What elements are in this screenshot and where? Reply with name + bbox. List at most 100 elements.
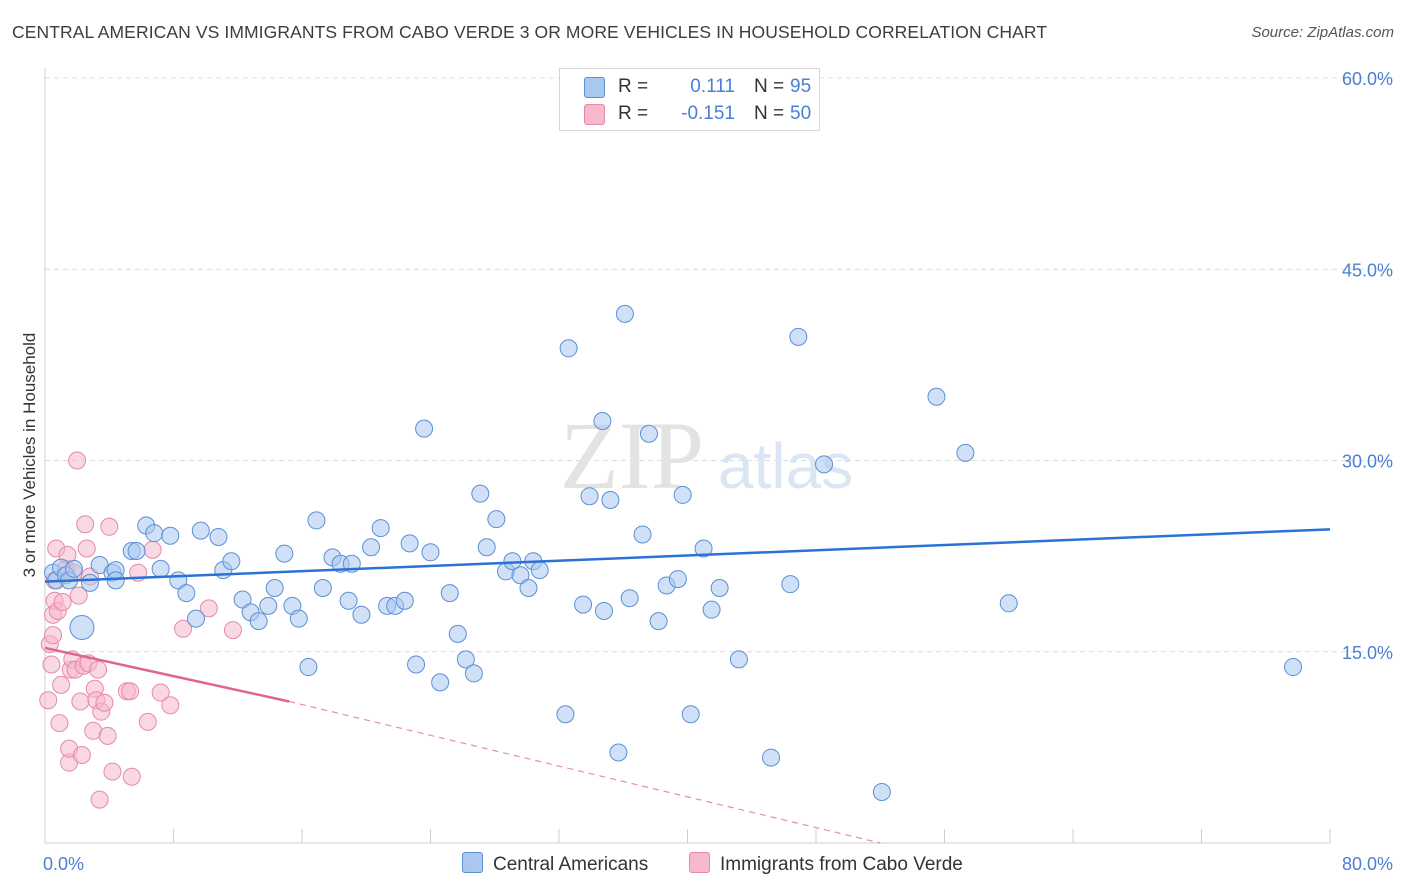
legend-n-value: 50 <box>790 103 812 124</box>
y-tick-label: 30.0% <box>1342 452 1393 472</box>
data-point-central-americans <box>574 595 593 614</box>
data-point-central-americans <box>789 327 808 346</box>
data-point-cabo-verde <box>223 621 242 640</box>
data-point-cabo-verde <box>121 682 140 701</box>
bottom-legend-label: Central Americans <box>493 854 649 875</box>
y-tick-label: 45.0% <box>1342 260 1393 280</box>
data-point-central-americans <box>177 584 196 603</box>
data-point-central-americans <box>702 600 721 619</box>
data-point-cabo-verde <box>95 693 114 712</box>
tick-labels: 15.0% 30.0% 45.0% 60.0% 0.0% 80.0% <box>43 69 1393 874</box>
data-point-cabo-verde <box>161 696 180 715</box>
data-point-central-americans <box>710 579 729 597</box>
data-point-central-americans <box>145 524 164 543</box>
data-point-cabo-verde <box>72 746 91 765</box>
data-point-cabo-verde <box>44 626 63 645</box>
data-point-central-americans <box>559 339 578 358</box>
data-point-central-americans <box>781 575 800 594</box>
data-point-central-americans <box>872 783 891 801</box>
data-point-central-americans <box>477 538 496 557</box>
bottom-legend-cabo-verde: Immigrants from Cabo Verde <box>689 852 963 876</box>
data-point-central-americans <box>999 594 1018 613</box>
data-point-cabo-verde <box>174 619 193 638</box>
data-point-central-americans <box>233 590 252 609</box>
data-point-central-americans <box>421 543 440 562</box>
data-point-central-americans <box>556 705 575 724</box>
data-point-central-americans <box>1284 658 1303 677</box>
data-point-central-americans <box>69 615 95 641</box>
data-point-central-americans <box>415 419 434 438</box>
data-point-central-americans <box>649 612 668 631</box>
legend-swatch-blue <box>584 77 605 98</box>
data-point-central-americans <box>927 387 946 406</box>
trend-line-cabo-verde <box>44 646 290 703</box>
data-point-cabo-verde <box>71 692 90 711</box>
data-point-central-americans <box>265 579 284 597</box>
bottom-legend-swatch-pink <box>689 852 710 873</box>
data-point-cabo-verde <box>39 691 58 710</box>
data-point-central-americans <box>609 743 628 762</box>
data-point-central-americans <box>464 664 483 683</box>
bottom-legend-label: Immigrants from Cabo Verde <box>720 854 963 875</box>
data-point-central-americans <box>668 570 687 589</box>
data-point-central-americans <box>186 609 205 628</box>
data-point-cabo-verde <box>42 655 61 674</box>
data-point-central-americans <box>530 561 549 580</box>
data-point-cabo-verde <box>151 683 170 702</box>
trend-line-central-americans <box>44 528 1331 583</box>
data-point-central-americans <box>313 579 332 597</box>
data-point-central-americans <box>762 748 781 767</box>
data-point-central-americans <box>191 521 210 540</box>
data-point-cabo-verde <box>100 517 119 536</box>
trend-lines <box>44 528 1331 844</box>
data-point-central-americans <box>407 655 426 674</box>
data-point-central-americans <box>673 485 692 504</box>
x-tick-label-min: 0.0% <box>43 854 84 874</box>
legend-n-label: N = <box>754 76 785 97</box>
data-point-central-americans <box>371 519 390 538</box>
data-point-cabo-verde <box>53 593 72 612</box>
data-point-cabo-verde <box>77 539 96 558</box>
axes <box>44 68 1331 844</box>
data-point-cabo-verde <box>90 790 109 809</box>
data-point-central-americans <box>729 650 748 669</box>
data-point-cabo-verde <box>122 767 141 786</box>
data-point-central-americans <box>448 624 467 643</box>
data-point-central-americans <box>275 544 294 563</box>
grid-lines <box>45 77 1392 653</box>
data-point-central-americans <box>307 511 326 530</box>
y-tick-label: 60.0% <box>1342 69 1393 89</box>
data-point-central-americans <box>456 650 475 669</box>
data-point-central-americans <box>956 443 975 462</box>
data-point-central-americans <box>594 601 613 620</box>
data-point-central-americans <box>681 705 700 724</box>
data-point-central-americans <box>633 525 652 544</box>
data-point-central-americans <box>440 584 459 603</box>
bottom-legend-central-americans: Central Americans <box>462 852 648 876</box>
legend: R = 0.111 N = 95 R = -0.151 N = 50 <box>559 68 820 131</box>
data-point-central-americans <box>339 591 358 610</box>
data-point-cabo-verde <box>68 451 87 470</box>
data-point-central-americans <box>593 411 612 430</box>
data-point-central-americans <box>601 491 620 510</box>
data-point-central-americans <box>815 455 834 474</box>
data-point-central-americans <box>259 596 278 615</box>
data-point-central-americans <box>352 605 371 624</box>
data-point-cabo-verde <box>52 675 71 694</box>
legend-r-label: R = <box>618 103 649 124</box>
data-point-central-americans <box>620 589 639 608</box>
legend-n-label: N = <box>754 103 785 124</box>
data-point-central-americans <box>519 579 538 597</box>
x-tick-label-max: 80.0% <box>1342 854 1393 874</box>
data-point-central-americans <box>580 487 599 506</box>
legend-r-value: 0.111 <box>690 76 735 97</box>
data-point-central-americans <box>161 526 180 545</box>
data-point-cabo-verde <box>69 586 88 605</box>
legend-swatch-pink <box>584 104 605 125</box>
data-point-central-americans <box>431 673 450 692</box>
source-label: Source: ZipAtlas.com <box>1251 24 1394 41</box>
data-point-central-americans <box>511 566 530 585</box>
trend-line-cabo-verde-extension <box>289 700 881 844</box>
data-point-central-americans <box>249 612 268 631</box>
